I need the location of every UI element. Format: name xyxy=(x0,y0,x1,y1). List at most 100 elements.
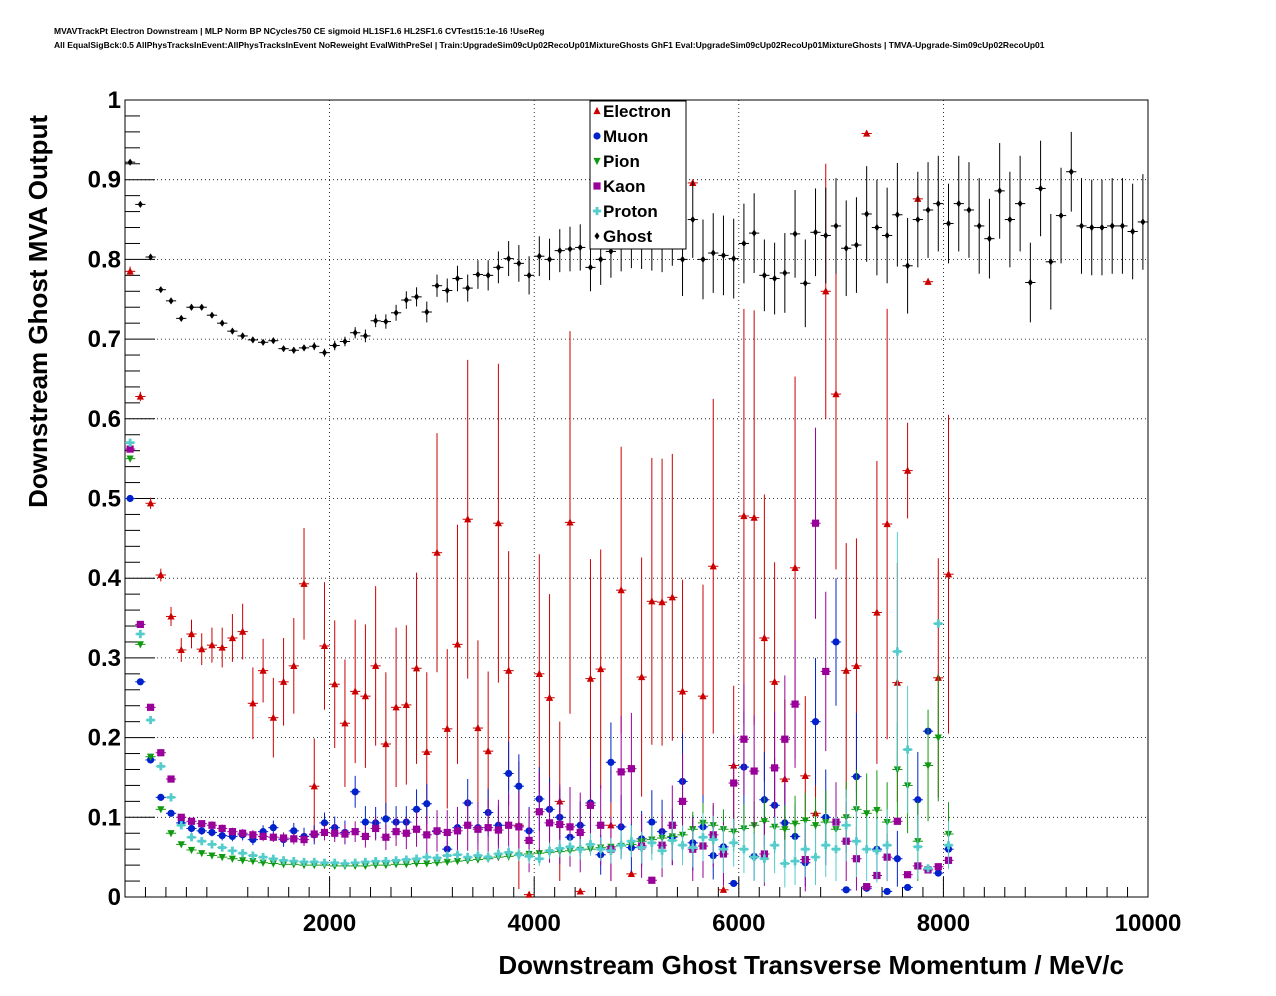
marker xyxy=(281,345,287,353)
data-point xyxy=(257,853,269,862)
data-point xyxy=(165,830,177,838)
data-point xyxy=(503,241,514,277)
marker xyxy=(535,854,544,863)
data-point xyxy=(125,438,136,447)
marker xyxy=(495,263,501,271)
marker xyxy=(198,827,206,835)
y-tick-label: 0.2 xyxy=(88,725,121,752)
data-point xyxy=(933,863,944,871)
data-point xyxy=(319,348,330,357)
marker xyxy=(269,824,277,832)
marker xyxy=(598,255,604,263)
marker xyxy=(157,806,165,814)
marker xyxy=(678,797,687,805)
data-point xyxy=(851,197,862,293)
marker xyxy=(310,857,319,867)
marker xyxy=(903,745,912,754)
marker xyxy=(228,855,237,863)
marker xyxy=(842,886,850,894)
marker xyxy=(903,883,912,892)
y-tick-label: 0.6 xyxy=(88,406,121,433)
data-point xyxy=(687,181,698,258)
marker xyxy=(576,887,584,895)
marker xyxy=(291,346,297,354)
data-point xyxy=(810,427,821,619)
marker xyxy=(863,129,871,137)
marker xyxy=(402,855,411,864)
data-point xyxy=(738,308,750,724)
data-point xyxy=(656,458,668,746)
marker xyxy=(617,586,625,594)
data-point xyxy=(431,810,443,852)
y-tick-label: 0 xyxy=(108,884,121,911)
marker xyxy=(443,828,451,837)
data-point xyxy=(288,346,299,354)
marker xyxy=(832,389,840,398)
marker xyxy=(126,455,134,463)
marker xyxy=(146,753,155,761)
data-point xyxy=(820,813,831,878)
data-point xyxy=(176,314,187,322)
x-axis-title: Downstream Ghost Transverse Momentum / M… xyxy=(498,950,1124,980)
marker xyxy=(740,735,748,743)
data-point xyxy=(257,831,269,842)
marker xyxy=(463,853,472,862)
marker xyxy=(903,871,912,879)
marker xyxy=(751,229,757,237)
marker xyxy=(1078,222,1085,230)
marker xyxy=(207,840,217,849)
marker xyxy=(423,747,431,756)
marker xyxy=(1058,211,1064,220)
data-point xyxy=(442,278,453,303)
marker xyxy=(516,259,522,267)
marker xyxy=(690,215,696,224)
data-point xyxy=(1127,183,1138,280)
marker xyxy=(893,647,902,656)
y-tick-label: 0.7 xyxy=(88,326,121,353)
marker xyxy=(547,255,553,263)
marker xyxy=(371,857,380,866)
data-point xyxy=(922,864,934,873)
plot-header-line-1: MVAVTrackPt Electron Downstream | MLP No… xyxy=(54,26,545,36)
data-point xyxy=(1117,178,1128,274)
data-point xyxy=(472,850,484,861)
marker xyxy=(320,858,329,867)
marker xyxy=(464,515,472,523)
data-point xyxy=(1086,179,1097,276)
marker xyxy=(137,200,143,209)
marker xyxy=(434,282,440,290)
marker xyxy=(657,846,667,855)
marker xyxy=(740,511,748,520)
marker xyxy=(801,771,809,779)
marker xyxy=(443,724,451,732)
data-point xyxy=(309,342,320,351)
marker xyxy=(934,869,942,877)
data-point xyxy=(309,826,320,842)
data-point xyxy=(963,162,975,258)
data-point xyxy=(227,846,238,855)
marker xyxy=(781,735,789,743)
data-point xyxy=(861,817,872,882)
data-point xyxy=(360,857,371,867)
data-point xyxy=(1096,179,1108,276)
data-point xyxy=(1015,155,1026,252)
marker xyxy=(923,864,933,873)
marker xyxy=(1089,223,1095,232)
data-point xyxy=(861,166,872,262)
marker xyxy=(127,158,133,166)
marker xyxy=(310,782,318,790)
data-point xyxy=(554,839,565,858)
marker xyxy=(424,308,430,316)
marker xyxy=(218,843,227,852)
marker xyxy=(229,327,235,335)
data-point xyxy=(309,738,320,835)
marker xyxy=(658,598,666,606)
marker xyxy=(607,758,615,766)
data-point xyxy=(933,619,944,628)
marker xyxy=(250,336,256,344)
marker xyxy=(423,831,431,839)
data-point xyxy=(728,879,739,888)
data-point xyxy=(585,243,596,292)
data-point xyxy=(165,775,177,783)
marker xyxy=(801,817,809,825)
